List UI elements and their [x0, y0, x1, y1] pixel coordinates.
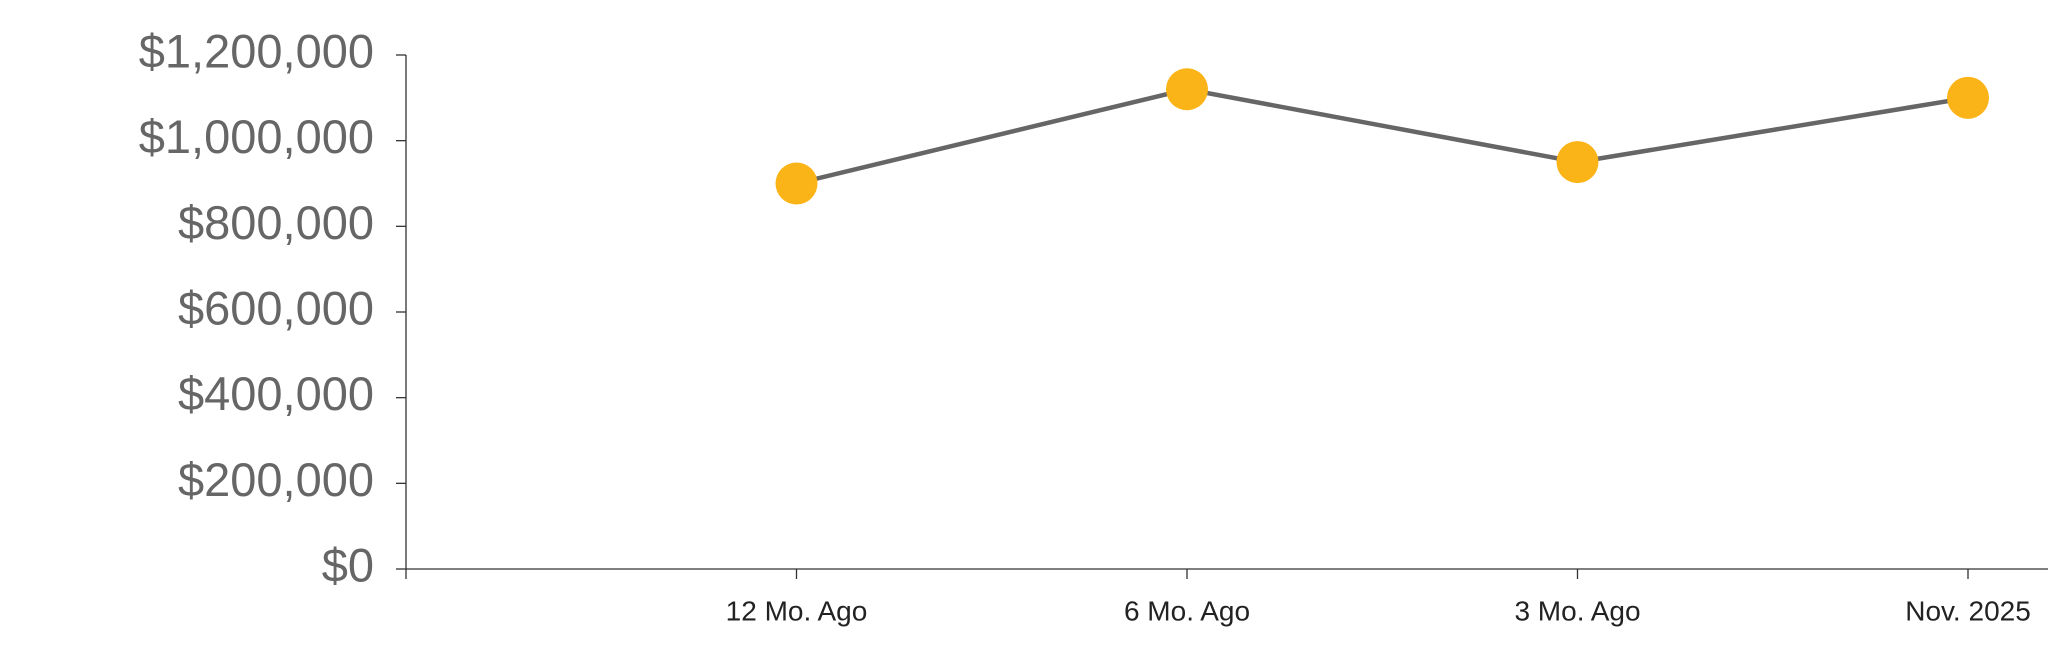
- x-tick-label: Nov. 2025: [1905, 595, 2031, 626]
- x-tick-label: 3 Mo. Ago: [1514, 595, 1640, 626]
- y-tick-label: $400,000: [178, 367, 374, 420]
- point: [1166, 68, 1208, 111]
- y-tick-label: $0: [322, 538, 374, 591]
- line: [795, 86, 1969, 186]
- x-tick-label: 6 Mo. Ago: [1124, 595, 1250, 626]
- y-tick-label: $600,000: [178, 281, 374, 334]
- y-tick-label: $200,000: [178, 453, 374, 506]
- point: [1947, 76, 1989, 119]
- x-tick-label: 12 Mo. Ago: [726, 595, 868, 626]
- y-tick-label: $1,000,000: [139, 110, 374, 163]
- y-tick-label: $1,200,000: [139, 24, 374, 77]
- y-tick-label: $800,000: [178, 196, 374, 249]
- point: [1556, 141, 1599, 184]
- point: [775, 162, 818, 205]
